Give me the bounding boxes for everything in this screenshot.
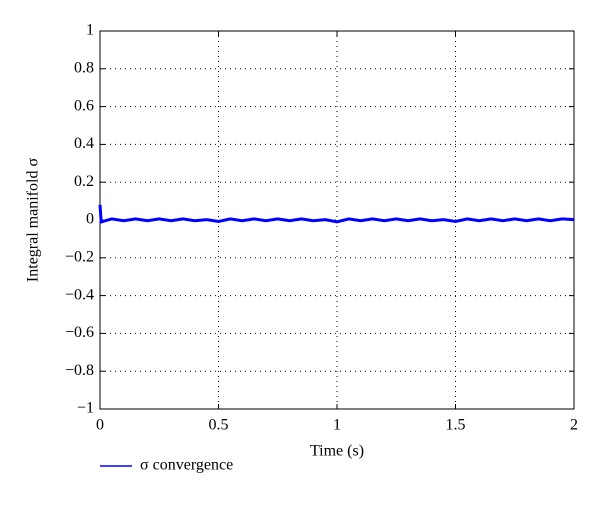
x-tick-label: 0	[96, 417, 104, 434]
x-tick-label: 1.5	[446, 417, 466, 434]
y-tick-label: −0.6	[65, 324, 94, 341]
y-tick-label: −0.4	[65, 286, 94, 303]
x-tick-label: 0.5	[209, 417, 229, 434]
data-line	[98, 204, 575, 224]
x-tick-label: 2	[570, 417, 578, 434]
y-axis-label: Integral manifold σ	[25, 158, 42, 283]
y-tick-label: −1	[77, 400, 94, 417]
y-tick-label: 0.2	[74, 173, 94, 190]
legend-label: σ convergence	[140, 457, 233, 474]
y-tick-label: 0.4	[74, 135, 94, 152]
y-tick-label: 0.6	[74, 97, 94, 114]
y-tick-label: 0.8	[74, 59, 94, 76]
x-tick-label: 1	[333, 417, 341, 434]
y-tick-label: 0	[86, 211, 94, 228]
x-axis-label: Time (s)	[310, 443, 364, 460]
y-tick-label: −0.2	[65, 248, 94, 265]
y-tick-label: 1	[86, 22, 94, 39]
y-tick-label: −0.8	[65, 362, 94, 379]
